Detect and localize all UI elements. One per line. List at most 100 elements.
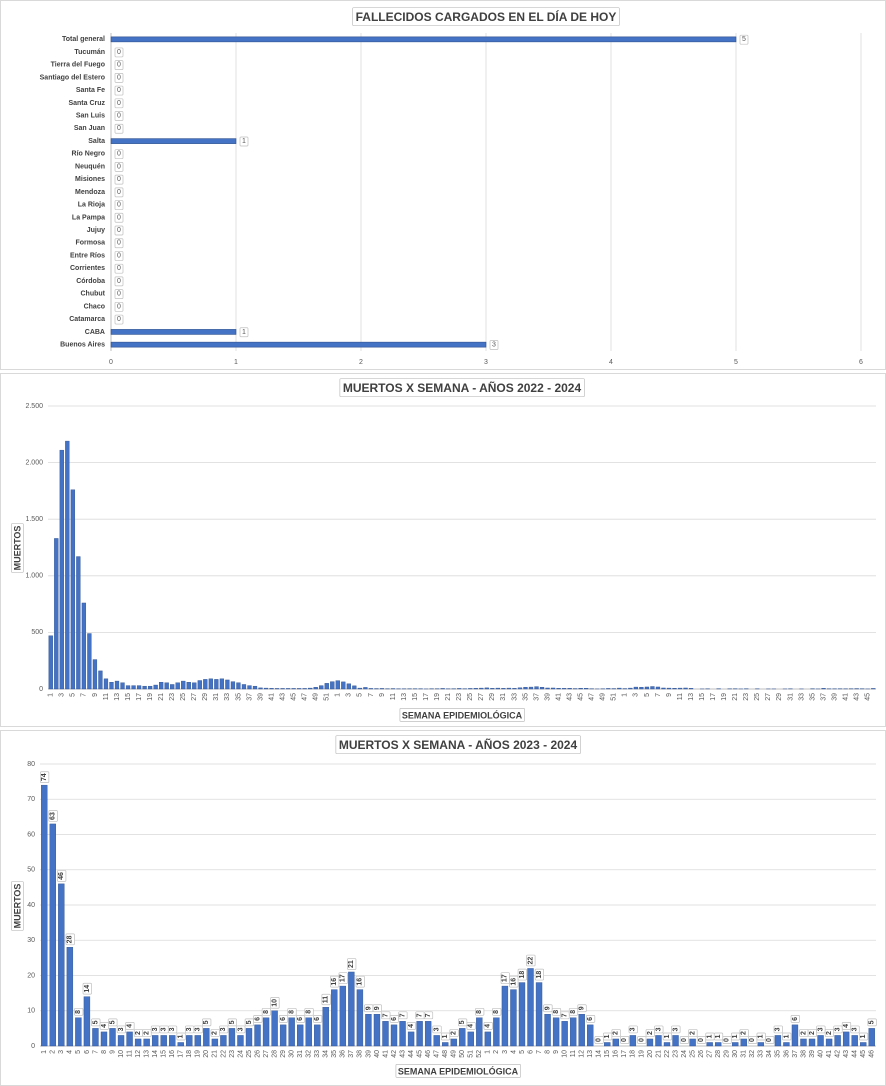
bar	[110, 138, 237, 144]
bar	[817, 1035, 824, 1047]
bar	[186, 1035, 193, 1047]
data-label-group: 2	[824, 1029, 835, 1037]
label-box	[790, 1014, 800, 1023]
bar	[245, 1028, 253, 1047]
x-tick-label: 22	[664, 1050, 671, 1058]
data-label: 16	[357, 978, 364, 986]
bar	[440, 688, 445, 690]
x-tick-label: 26	[254, 1050, 261, 1058]
x-tick-label: 31	[213, 693, 220, 701]
y-tick-label: La Pampa	[72, 214, 105, 221]
data-label: 3	[169, 1027, 176, 1031]
label-box	[620, 1036, 630, 1044]
bar	[87, 633, 92, 690]
x-tick-label: 23	[672, 1050, 679, 1058]
y-tick-label: 500	[31, 629, 43, 636]
label-box	[722, 1036, 732, 1044]
data-label-group: 1	[705, 1032, 715, 1041]
x-tick-label: 19	[721, 693, 728, 701]
x-tick-label: 4	[67, 1050, 74, 1054]
bar	[262, 1017, 270, 1047]
data-label: 0	[117, 113, 121, 120]
bar	[125, 685, 131, 690]
data-label-group: 28	[65, 933, 75, 946]
label-box	[850, 1025, 860, 1034]
bar	[606, 688, 611, 690]
data-label: 6	[280, 1017, 287, 1021]
data-label: 0	[638, 1038, 645, 1042]
bar	[151, 1035, 159, 1047]
y-axis-title-group: MUERTOS	[11, 523, 24, 573]
data-label: 2	[809, 1031, 816, 1035]
x-axis-title: SEMANA EPIDEMIOLÓGICA	[402, 709, 523, 720]
bar	[633, 686, 639, 690]
label-box	[679, 1036, 690, 1044]
data-label-group: 7	[423, 1011, 434, 1020]
y-tick-label: 20	[27, 972, 35, 979]
bar	[192, 682, 197, 690]
label-box	[339, 378, 585, 398]
y-tick-label: Córdoba	[76, 278, 105, 285]
x-tick-label: 24	[237, 1050, 244, 1058]
label-box	[816, 1025, 826, 1034]
data-label: 3	[161, 1027, 168, 1031]
bar	[319, 685, 324, 690]
data-label: 8	[570, 1010, 577, 1014]
data-label-group: 0	[748, 1036, 758, 1044]
y-tick-label: San Luis	[76, 113, 105, 120]
data-label-group: 8	[551, 1007, 562, 1016]
bar	[70, 489, 75, 690]
data-label: 21	[348, 960, 355, 968]
x-tick-label: 37	[348, 1050, 355, 1058]
bar	[237, 1035, 244, 1047]
data-label-group: 10	[270, 997, 280, 1009]
bar	[98, 670, 103, 690]
label-box	[114, 174, 124, 185]
data-label: 0	[117, 49, 121, 56]
y-tick-label: 80	[27, 761, 35, 768]
bar	[252, 685, 258, 690]
x-tick-label: 20	[647, 1050, 654, 1058]
y-tick-label: Neuquén	[75, 163, 105, 170]
data-label: 6	[792, 1017, 799, 1021]
data-label-group: 8	[475, 1007, 485, 1016]
label-box	[142, 1029, 152, 1037]
label-box	[543, 1004, 553, 1013]
x-tick-label: 23	[169, 693, 176, 701]
bar	[655, 686, 661, 690]
bar	[617, 687, 622, 690]
data-label-group: 1	[858, 1032, 869, 1041]
data-label-group: 1	[176, 1032, 186, 1041]
label-box	[782, 1032, 792, 1041]
bar	[544, 1014, 551, 1047]
label-box	[11, 881, 24, 931]
bar	[791, 1024, 799, 1047]
y-tick-label: 0	[31, 1043, 35, 1050]
data-label-group: 1	[782, 1032, 792, 1041]
y-tick-label: 30	[27, 937, 35, 944]
y-tick-label: 40	[27, 902, 35, 909]
x-tick-label: 2	[493, 1050, 500, 1054]
data-label-group: 7	[381, 1011, 391, 1020]
data-label-group: 3	[773, 1025, 783, 1034]
data-label: 0	[117, 316, 121, 323]
label-box	[395, 1064, 521, 1078]
data-label-group: 17	[338, 972, 348, 984]
y-tick-label: Chaco	[84, 303, 105, 310]
data-label-group: 16	[509, 975, 519, 988]
data-label: 0	[698, 1038, 705, 1042]
x-tick-label: 42	[391, 1050, 398, 1058]
label-box	[239, 136, 249, 147]
data-label: 1	[732, 1034, 739, 1038]
bar	[225, 679, 230, 690]
data-label-group: 8	[304, 1007, 314, 1016]
bar	[120, 682, 125, 690]
label-box	[114, 225, 124, 236]
x-tick-label: 41	[555, 693, 562, 701]
data-label: 2	[647, 1031, 654, 1035]
y-tick-label: 50	[27, 867, 35, 874]
bar	[175, 682, 180, 690]
data-label: 9	[579, 1006, 586, 1010]
data-label: 0	[117, 240, 121, 247]
y-tick-label: 10	[27, 1008, 35, 1015]
